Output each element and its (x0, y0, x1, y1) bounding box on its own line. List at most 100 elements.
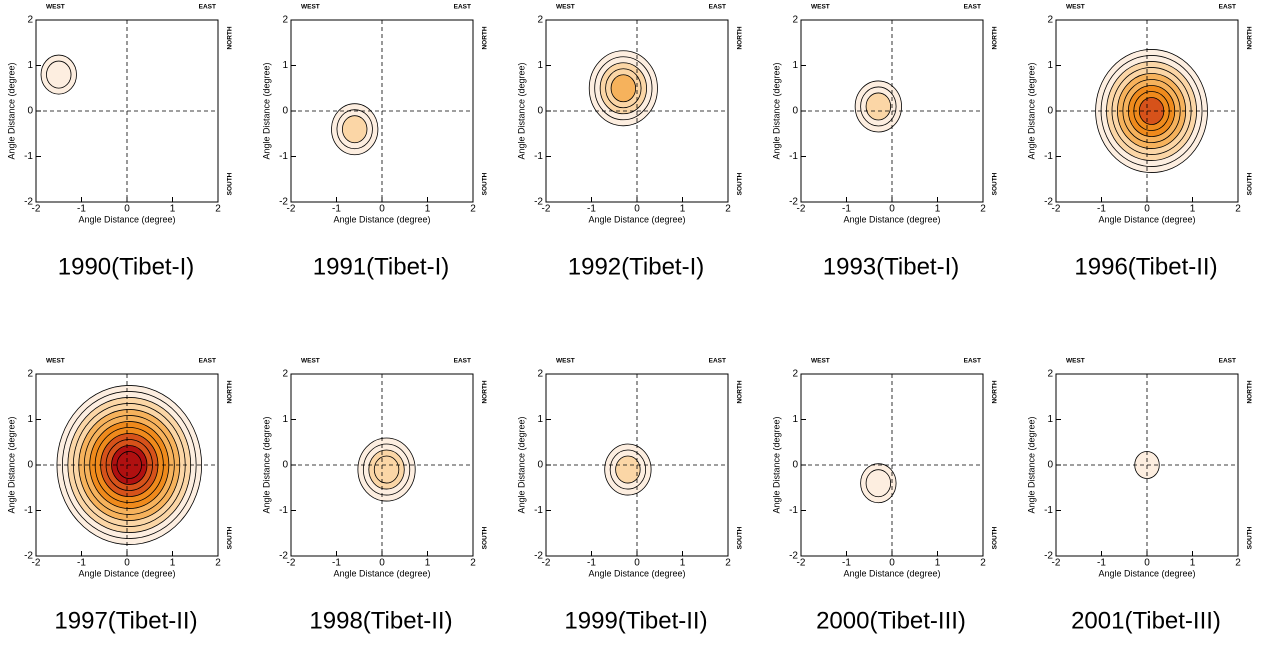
x-tick-label: -1 (842, 558, 851, 569)
direction-label: WEST (301, 4, 320, 11)
direction-label: EAST (964, 358, 981, 365)
y-tick-label: 1 (1047, 414, 1053, 425)
x-tick-label: -2 (542, 558, 551, 569)
x-tick-label: -2 (32, 558, 41, 569)
y-tick-label: 2 (792, 15, 798, 26)
y-tick-label: -2 (534, 197, 543, 208)
y-tick-label: 1 (1047, 60, 1053, 71)
x-tick-label: -2 (287, 204, 296, 215)
panel: -2 -1 0 1 2 -2 -1 0 1 2 Angle Distance (degree) Ang… (771, 358, 998, 635)
contours (331, 103, 379, 156)
y-tick-label: 2 (1047, 369, 1053, 380)
direction-label: NORTH (482, 380, 489, 403)
x-tick-label: -2 (797, 204, 806, 215)
x-tick-label: 0 (379, 558, 385, 569)
x-tick-label: 0 (889, 558, 895, 569)
x-tick-label: -1 (1097, 204, 1106, 215)
y-tick-label: 0 (282, 460, 288, 471)
panel-caption: 1990(Tibet-I) (58, 253, 195, 280)
y-axis-label: Angle Distance (degree) (1026, 416, 1036, 513)
direction-label: WEST (556, 358, 575, 365)
panel-caption: 1993(Tibet-I) (823, 253, 960, 280)
x-tick-label: 0 (124, 204, 130, 215)
y-tick-label: 0 (282, 106, 288, 117)
x-tick-label: 0 (124, 558, 130, 569)
x-axis-label: Angle Distance (degree) (78, 568, 175, 578)
y-axis-label: Angle Distance (degree) (516, 416, 526, 513)
y-tick-label: 0 (1047, 460, 1053, 471)
contours (604, 443, 652, 496)
panel: -2 -1 0 1 2 -2 -1 0 1 2 Angle Distance (degree) Ang… (1026, 358, 1253, 635)
y-axis-label: Angle Distance (degree) (771, 416, 781, 513)
direction-label: EAST (709, 4, 726, 11)
y-tick-label: 1 (792, 414, 798, 425)
y-tick-label: -2 (1044, 197, 1053, 208)
y-tick-label: 2 (27, 369, 33, 380)
direction-label: EAST (454, 4, 471, 11)
direction-label: NORTH (1247, 26, 1254, 49)
direction-label: EAST (1219, 358, 1236, 365)
panel-caption: 1999(Tibet-II) (564, 607, 707, 634)
y-tick-label: 2 (537, 15, 543, 26)
x-tick-label: -1 (1097, 558, 1106, 569)
x-tick-label: 2 (1235, 558, 1241, 569)
x-tick-label: 2 (980, 204, 986, 215)
x-tick-label: -1 (77, 558, 86, 569)
x-tick-label: 0 (634, 204, 640, 215)
x-tick-label: 2 (470, 204, 476, 215)
x-tick-label: -1 (587, 558, 596, 569)
y-tick-label: 0 (1047, 106, 1053, 117)
panel-caption: 1992(Tibet-I) (568, 253, 705, 280)
y-tick-label: -1 (279, 151, 288, 162)
panel-caption: 1996(Tibet-II) (1074, 253, 1217, 280)
y-tick-label: -1 (1044, 505, 1053, 516)
y-tick-label: -1 (789, 505, 798, 516)
x-axis-label: Angle Distance (degree) (843, 568, 940, 578)
x-tick-label: 0 (379, 204, 385, 215)
y-tick-label: 2 (792, 369, 798, 380)
contour-level (46, 60, 72, 89)
direction-label: EAST (964, 4, 981, 11)
direction-label: NORTH (1247, 380, 1254, 403)
x-axis-label: Angle Distance (degree) (333, 214, 430, 224)
y-tick-label: 0 (27, 460, 33, 471)
direction-label: NORTH (992, 380, 999, 403)
direction-label: NORTH (227, 380, 234, 403)
y-tick-label: -2 (789, 551, 798, 562)
x-tick-label: -2 (1052, 204, 1061, 215)
y-tick-label: 1 (27, 414, 33, 425)
contour-level (342, 115, 368, 144)
contours (56, 385, 203, 545)
x-axis-label: Angle Distance (degree) (843, 214, 940, 224)
panel: -2 -1 0 1 2 -2 -1 0 1 2 Angle Distance (degree) Ang… (6, 358, 233, 635)
direction-label: WEST (46, 4, 65, 11)
x-tick-label: -1 (332, 558, 341, 569)
direction-label: NORTH (227, 26, 234, 49)
x-tick-label: 2 (215, 558, 221, 569)
x-axis-label: Angle Distance (degree) (1098, 214, 1195, 224)
direction-label: EAST (709, 358, 726, 365)
x-axis-label: Angle Distance (degree) (588, 214, 685, 224)
panel: -2 -1 0 1 2 -2 -1 0 1 2 Angle Distance (degree) Ang… (516, 4, 743, 281)
direction-label: EAST (199, 4, 216, 11)
direction-label: WEST (1066, 358, 1085, 365)
x-tick-label: 1 (1190, 204, 1196, 215)
x-tick-label: 0 (1144, 558, 1150, 569)
x-axis-label: Angle Distance (degree) (333, 568, 430, 578)
y-tick-label: 2 (282, 369, 288, 380)
y-tick-label: -1 (789, 151, 798, 162)
direction-label: EAST (1219, 4, 1236, 11)
x-axis-label: Angle Distance (degree) (1098, 568, 1195, 578)
y-tick-label: 0 (27, 106, 33, 117)
x-axis-label: Angle Distance (degree) (588, 568, 685, 578)
direction-label: SOUTH (992, 526, 999, 549)
panel: -2 -1 0 1 2 -2 -1 0 1 2 Angle Distance (degree) Ang… (771, 4, 998, 281)
y-tick-label: 0 (792, 106, 798, 117)
y-axis-label: Angle Distance (degree) (261, 62, 271, 159)
contours (1095, 49, 1208, 173)
y-tick-label: 2 (27, 15, 33, 26)
x-tick-label: 1 (425, 204, 431, 215)
panel: -2 -1 0 1 2 -2 -1 0 1 2 Angle Distance (degree) Ang… (516, 358, 743, 635)
y-tick-label: 0 (792, 460, 798, 471)
